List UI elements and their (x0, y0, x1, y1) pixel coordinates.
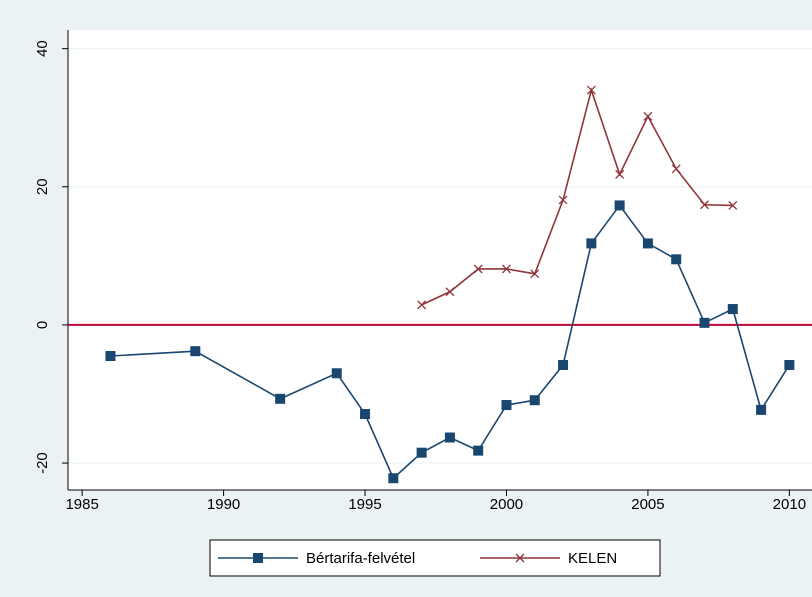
marker (473, 264, 483, 274)
x-tick-label: 2010 (773, 496, 806, 513)
x-tick-label: 2000 (490, 496, 523, 513)
marker (784, 359, 795, 370)
marker (417, 300, 427, 310)
marker (615, 169, 625, 179)
x-tick-label: 1985 (65, 496, 98, 513)
legend-label: KELEN (568, 550, 617, 567)
marker (558, 195, 568, 205)
marker (699, 317, 710, 328)
legend-marker (515, 553, 525, 563)
marker (331, 368, 342, 379)
x-tick-label: 1995 (348, 496, 381, 513)
marker (671, 254, 682, 265)
y-tick-label: 40 (34, 40, 51, 57)
marker (586, 85, 596, 95)
y-tick-label: 0 (34, 321, 51, 329)
marker (529, 395, 540, 406)
marker (444, 432, 455, 443)
marker (643, 111, 653, 121)
marker (360, 409, 371, 420)
marker (473, 445, 484, 456)
plot-area (68, 30, 812, 490)
marker (105, 351, 116, 362)
marker (445, 287, 455, 297)
y-tick-label: 20 (34, 178, 51, 195)
marker (416, 447, 427, 458)
marker (275, 393, 286, 404)
y-tick-label: -20 (34, 452, 51, 474)
legend: Bértarifa-felvétel KELEN (209, 539, 661, 577)
marker (614, 200, 625, 211)
marker (501, 400, 512, 411)
marker (671, 164, 681, 174)
marker (728, 200, 738, 210)
marker (190, 346, 201, 357)
marker (756, 404, 767, 415)
marker (727, 304, 738, 315)
legend-marker (253, 553, 263, 563)
series-line (421, 87, 733, 306)
marker (558, 359, 569, 370)
marker (530, 269, 540, 279)
x-tick-label: 2005 (631, 496, 664, 513)
marker (586, 238, 597, 249)
x-tick-label: 1990 (207, 496, 240, 513)
legend-label: Bértarifa-felvétel (306, 550, 415, 567)
marker (642, 238, 653, 249)
marker (700, 200, 709, 210)
marker (388, 473, 399, 484)
marker (502, 264, 511, 274)
series-line (110, 204, 791, 480)
